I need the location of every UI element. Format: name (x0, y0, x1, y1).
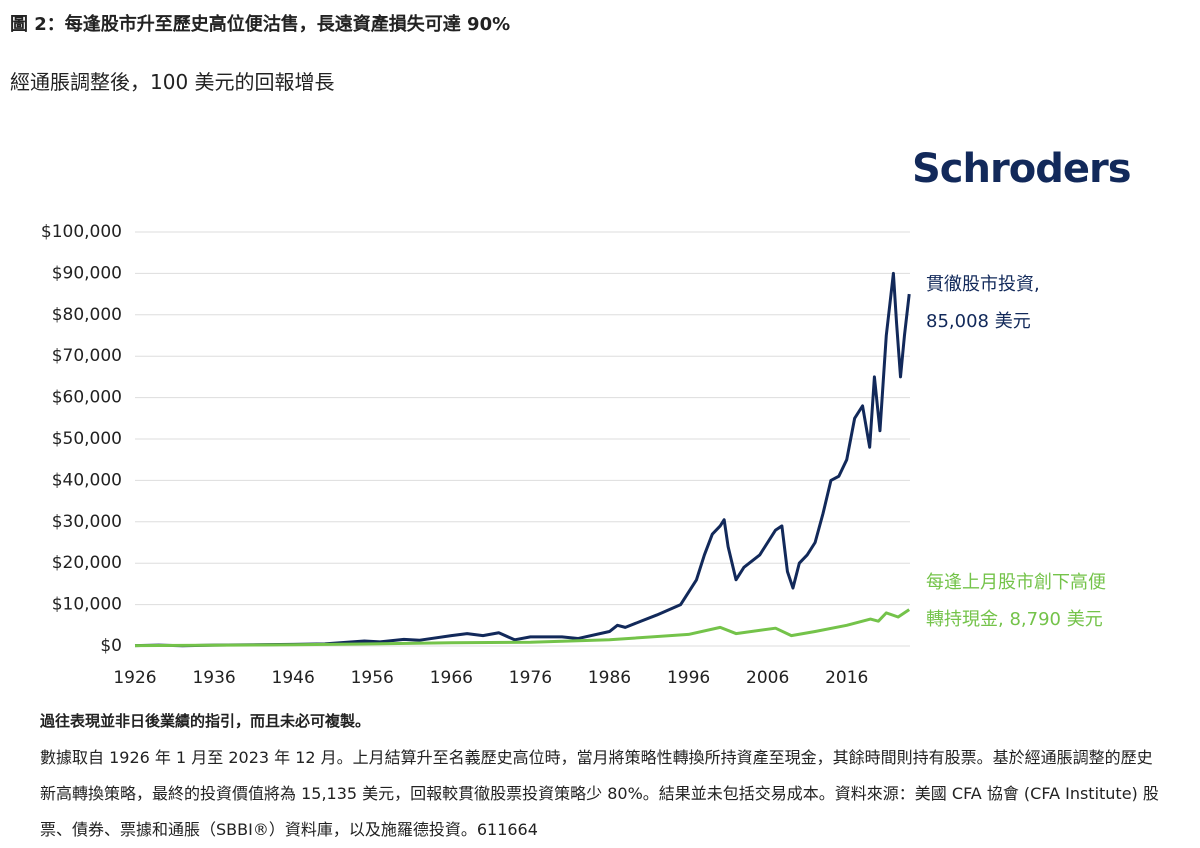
x-tick-label: 1946 (272, 668, 315, 688)
y-tick-label: $30,000 (52, 512, 122, 532)
x-tick-label: 1936 (192, 668, 235, 688)
y-tick-label: $80,000 (52, 305, 122, 325)
y-tick-label: $0 (100, 636, 122, 656)
x-tick-label: 1996 (667, 668, 710, 688)
series-label: 轉持現金, 8,790 美元 (926, 609, 1103, 630)
x-tick-label: 1976 (509, 668, 552, 688)
y-tick-label: $20,000 (52, 553, 122, 573)
chart: $0 $10,000 $20,000 $30,000 $40,000 $50,000 $60… (41, 222, 1106, 688)
series-line (134, 271, 911, 648)
x-tick-label: 2016 (825, 668, 868, 688)
series-label: 85,008 美元 (926, 311, 1031, 332)
x-tick-label: 1926 (113, 668, 156, 688)
y-tick-label: $70,000 (52, 346, 122, 366)
y-tick-label: $90,000 (52, 263, 122, 283)
y-tick-label: $60,000 (52, 388, 122, 408)
title: 圖 2：每逢股市升至歷史高位便沽售，長遠資產損失可達 90% (10, 14, 511, 35)
x-tick-label: 2006 (746, 668, 789, 688)
brand-logo: Schroders (912, 146, 1131, 192)
x-tick-label: 1956 (351, 668, 394, 688)
series-label: 貫徹股市投資, (926, 274, 1040, 295)
x-tick-label: 1986 (588, 668, 631, 688)
y-tick-label: $100,000 (41, 222, 122, 242)
footnote-title: 過往表現並非日後業績的指引，而且未必可複製。 (40, 712, 371, 730)
footnote: 數據取自 1926 年 1 月至 2023 年 12 月。上月結算升至名義歷史高… (40, 748, 1159, 839)
y-tick-label: $40,000 (52, 470, 122, 490)
y-tick-label: $10,000 (52, 595, 122, 615)
series-label: 每逢上月股市創下高便 (926, 572, 1106, 593)
subtitle: 經通脹調整後，100 美元的回報增長 (10, 70, 335, 94)
series-line (134, 608, 911, 648)
y-tick-label: $50,000 (52, 429, 122, 449)
x-tick-label: 1966 (430, 668, 473, 688)
